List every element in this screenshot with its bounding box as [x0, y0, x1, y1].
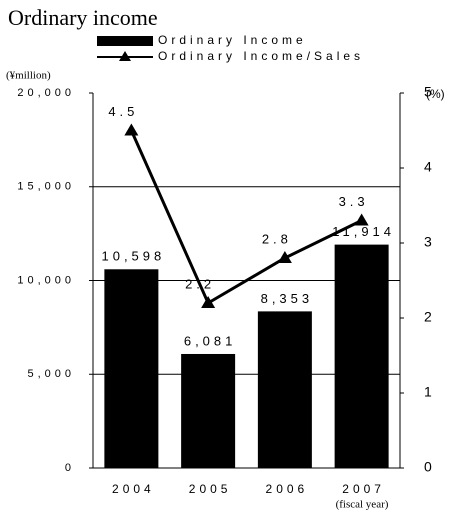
x-axis-label: (fiscal year): [336, 499, 389, 511]
y2-tick-label: 0: [424, 459, 432, 475]
line-marker: [201, 296, 216, 308]
x-tick-label: 2004: [112, 482, 155, 496]
y2-tick-label: 5: [424, 84, 432, 100]
bar: [104, 269, 159, 468]
line-marker: [277, 251, 292, 263]
bar: [257, 311, 312, 468]
legend-label: Ordinary Income: [158, 33, 307, 47]
y2-tick-label: 2: [424, 309, 432, 325]
line-value-label: 2.8: [262, 231, 292, 246]
line-marker: [354, 213, 369, 226]
legend-marker: [119, 51, 131, 61]
line-value-label: 4.5: [108, 104, 138, 119]
y-tick-label: 20,000: [17, 87, 75, 99]
line: [130, 129, 363, 306]
y2-tick-label: 4: [424, 159, 432, 175]
y2-tick-label: 3: [424, 234, 432, 250]
x-tick-label: 2005: [189, 482, 232, 496]
chart-title: Ordinary income: [8, 5, 158, 30]
y-tick-label: 10,000: [17, 274, 75, 286]
legend-label: Ordinary Income/Sales: [158, 49, 364, 63]
y-tick-label: 5,000: [27, 368, 75, 380]
bar: [334, 244, 389, 468]
x-tick-label: 2006: [266, 482, 309, 496]
bar-value-label: 8,353: [261, 291, 314, 306]
x-tick-label: 2007: [342, 482, 385, 496]
y-tick-label: 15,000: [17, 181, 75, 193]
line-value-label: 3.3: [339, 194, 369, 209]
bar: [181, 353, 236, 468]
y-tick-label: 0: [65, 462, 75, 474]
bar-value-label: 6,081: [184, 333, 237, 348]
bar-value-label: 10,598: [101, 249, 165, 264]
line-value-label: 2.2: [185, 276, 215, 291]
line-marker: [124, 123, 139, 136]
y2-tick-label: 1: [424, 384, 432, 400]
y-axis-label: (¥million): [6, 70, 51, 82]
y2-axis-label: (%): [426, 87, 445, 101]
legend-swatch: [97, 36, 153, 46]
